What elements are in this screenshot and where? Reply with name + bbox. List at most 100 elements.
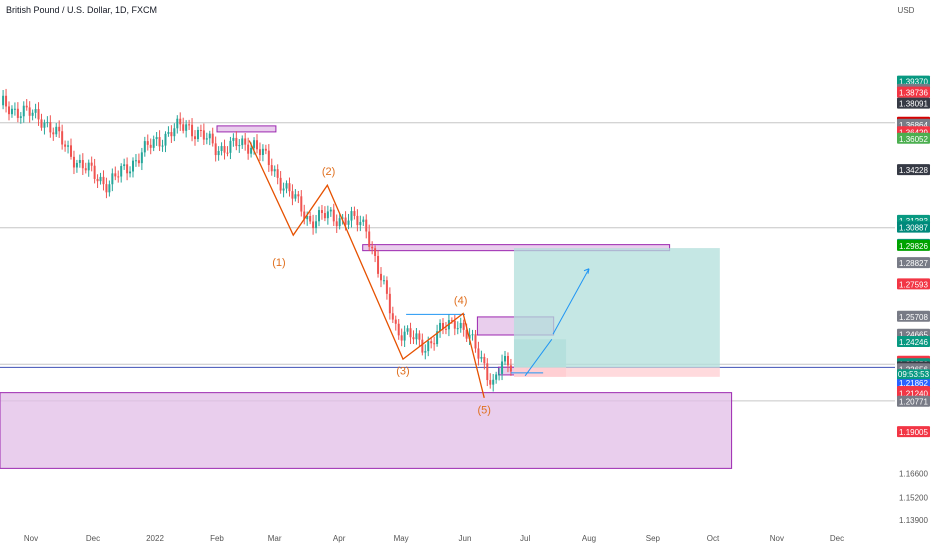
candle[interactable]	[279, 177, 282, 191]
candle[interactable]	[31, 112, 34, 116]
candle[interactable]	[509, 365, 512, 372]
candle[interactable]	[67, 145, 70, 147]
projection-arrow[interactable]	[552, 268, 590, 335]
candle[interactable]	[320, 210, 323, 214]
candle[interactable]	[108, 184, 111, 193]
candle[interactable]	[270, 165, 273, 172]
candle[interactable]	[96, 178, 99, 182]
candle[interactable]	[326, 211, 329, 219]
candle[interactable]	[25, 105, 28, 108]
candle[interactable]	[58, 126, 61, 132]
candle[interactable]	[28, 107, 31, 116]
candle[interactable]	[294, 194, 297, 199]
candle[interactable]	[471, 334, 474, 336]
candle[interactable]	[173, 128, 176, 137]
candle[interactable]	[418, 333, 421, 340]
candle[interactable]	[214, 143, 217, 156]
candle[interactable]	[332, 209, 335, 222]
candle[interactable]	[13, 108, 16, 110]
candle[interactable]	[132, 160, 135, 172]
candle[interactable]	[362, 219, 365, 222]
candle[interactable]	[318, 210, 321, 222]
candle[interactable]	[46, 122, 49, 124]
candle[interactable]	[480, 356, 483, 359]
candle[interactable]	[442, 322, 445, 329]
candle[interactable]	[185, 124, 188, 131]
price-label[interactable]	[897, 278, 930, 290]
candle[interactable]	[84, 168, 87, 171]
candle[interactable]	[120, 166, 123, 177]
candle[interactable]	[253, 140, 256, 148]
candle[interactable]	[347, 220, 350, 225]
candle[interactable]	[397, 323, 400, 336]
candle[interactable]	[465, 329, 468, 339]
candle[interactable]	[93, 165, 96, 179]
price-label[interactable]	[897, 426, 930, 438]
price-label[interactable]	[897, 239, 930, 251]
candle[interactable]	[444, 328, 447, 330]
candle[interactable]	[359, 221, 362, 226]
candle[interactable]	[55, 126, 58, 135]
price-label[interactable]	[897, 164, 930, 176]
demand-zone[interactable]	[216, 125, 277, 133]
candle[interactable]	[273, 169, 276, 172]
candle[interactable]	[5, 95, 8, 107]
candle[interactable]	[22, 105, 25, 117]
candle[interactable]	[137, 160, 140, 164]
candle[interactable]	[188, 124, 191, 126]
candle[interactable]	[391, 313, 394, 320]
candle[interactable]	[78, 160, 81, 163]
candle[interactable]	[52, 132, 55, 135]
candle[interactable]	[504, 355, 507, 362]
candle[interactable]	[117, 176, 120, 178]
candle[interactable]	[477, 348, 480, 359]
candle[interactable]	[70, 145, 73, 157]
candle[interactable]	[123, 164, 126, 167]
candle[interactable]	[456, 328, 459, 330]
candle[interactable]	[430, 341, 433, 344]
candle[interactable]	[474, 334, 477, 349]
candle[interactable]	[114, 173, 117, 177]
candle[interactable]	[288, 183, 291, 192]
candle[interactable]	[368, 231, 371, 247]
candle[interactable]	[453, 320, 456, 329]
candle[interactable]	[37, 109, 40, 120]
candle[interactable]	[87, 162, 90, 171]
candle[interactable]	[350, 211, 353, 221]
candle[interactable]	[492, 379, 495, 385]
candle[interactable]	[90, 162, 93, 166]
candle[interactable]	[223, 146, 226, 153]
candle[interactable]	[312, 221, 315, 229]
candle[interactable]	[155, 137, 158, 140]
candle[interactable]	[238, 145, 241, 147]
candle[interactable]	[297, 194, 300, 197]
candle[interactable]	[81, 160, 84, 169]
candle[interactable]	[217, 150, 220, 156]
profit-zone-inner[interactable]	[513, 339, 567, 368]
price-label[interactable]	[897, 310, 930, 322]
candle[interactable]	[102, 176, 105, 185]
candle[interactable]	[258, 149, 261, 156]
loss-zone[interactable]	[513, 367, 720, 377]
price-label[interactable]	[897, 395, 930, 407]
price-label[interactable]	[897, 257, 930, 269]
candle[interactable]	[309, 215, 312, 222]
candle[interactable]	[285, 183, 288, 189]
candle[interactable]	[241, 138, 244, 146]
candle[interactable]	[400, 335, 403, 341]
candle[interactable]	[250, 147, 253, 154]
candle[interactable]	[276, 169, 279, 178]
price-label[interactable]	[897, 86, 930, 98]
candle[interactable]	[341, 217, 344, 219]
candle[interactable]	[8, 106, 11, 115]
candle[interactable]	[202, 130, 205, 140]
candle[interactable]	[235, 137, 238, 147]
price-label[interactable]	[897, 376, 930, 388]
candle[interactable]	[409, 328, 412, 338]
candle[interactable]	[303, 211, 306, 220]
candle[interactable]	[403, 331, 406, 341]
candle[interactable]	[374, 248, 377, 256]
price-label[interactable]	[897, 97, 930, 109]
candle[interactable]	[377, 255, 380, 274]
